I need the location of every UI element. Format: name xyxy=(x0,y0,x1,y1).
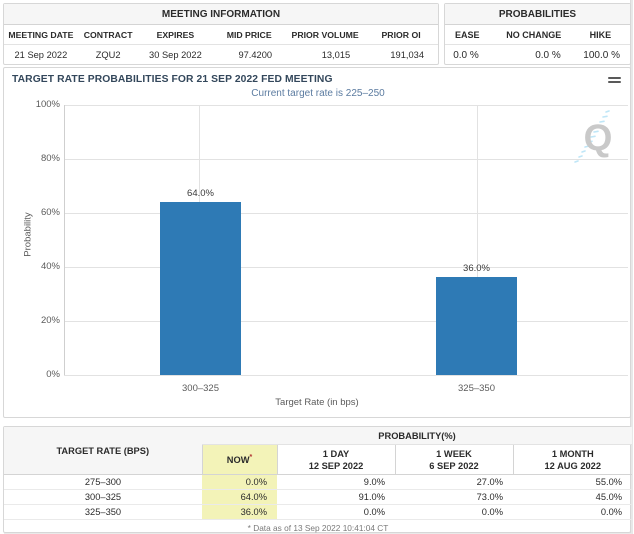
svg-text:Q: Q xyxy=(584,117,613,158)
